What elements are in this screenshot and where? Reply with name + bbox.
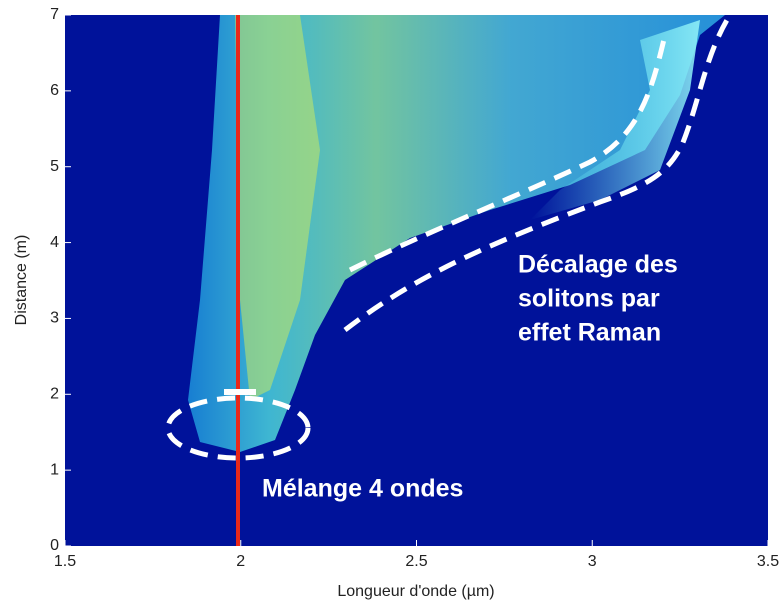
y-tick-label: 3 xyxy=(50,310,59,327)
x-tick-label: 3.5 xyxy=(757,553,779,570)
y-tick-label: 7 xyxy=(50,6,59,23)
annotation: solitons par xyxy=(518,285,660,313)
dashed-outlines xyxy=(165,13,733,461)
y-tick-label: 4 xyxy=(50,234,59,251)
annotation: effet Raman xyxy=(518,319,661,347)
x-tick-label: 2.5 xyxy=(405,553,427,570)
x-tick-label: 2 xyxy=(236,553,245,570)
y-tick-label: 2 xyxy=(50,386,59,403)
x-tick-label: 3 xyxy=(588,553,597,570)
y-axis-label: Distance (m) xyxy=(13,235,30,326)
x-tick-label: 1.5 xyxy=(54,553,76,570)
y-tick-label: 6 xyxy=(50,82,59,99)
y-tick-label: 0 xyxy=(50,537,59,554)
annotation: Décalage des xyxy=(518,251,678,279)
y-tick-label: 1 xyxy=(50,461,59,478)
y-tick-label: 5 xyxy=(50,158,59,175)
x-axis-label: Longueur d'onde (µm) xyxy=(337,583,494,600)
annotation: Mélange 4 ondes xyxy=(262,475,463,503)
